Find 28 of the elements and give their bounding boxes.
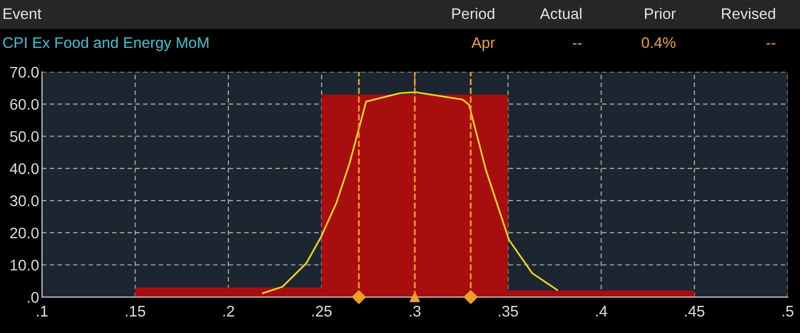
y-tick-label: 30.0 bbox=[10, 195, 39, 206]
text: Revised bbox=[722, 8, 776, 20]
y-tick-label: 10.0 bbox=[10, 260, 39, 271]
line-series bbox=[262, 91, 558, 294]
y-tick-label: 40.0 bbox=[10, 163, 39, 174]
text: Actual bbox=[540, 8, 582, 20]
x-tick-label: .45 bbox=[685, 306, 704, 317]
y-tick-label: 70.0 bbox=[10, 66, 39, 78]
text: 0.4% bbox=[642, 37, 676, 48]
text: Event bbox=[4, 8, 42, 20]
x-tick-label: .4 bbox=[596, 306, 608, 316]
x-tick-label: .2 bbox=[223, 306, 234, 316]
text: Period bbox=[452, 8, 494, 20]
x-tick-label: .25 bbox=[312, 306, 332, 317]
y-tick-label: 60.0 bbox=[10, 98, 39, 110]
text: Prior bbox=[645, 8, 676, 20]
text: -- bbox=[572, 43, 582, 44]
x-tick-label: .3 bbox=[410, 306, 420, 317]
x-tick-label: .35 bbox=[498, 306, 518, 317]
y-tick-label: 20.0 bbox=[10, 228, 39, 238]
x-tick-label: .1 bbox=[37, 306, 48, 316]
y-tick-label: 50.0 bbox=[10, 131, 39, 142]
y-tick-label: .0 bbox=[28, 292, 39, 303]
x-tick-label: .5 bbox=[782, 306, 794, 317]
text: CPI Ex Food and Energy MoM bbox=[3, 36, 208, 52]
x-tick-label: .15 bbox=[126, 306, 146, 317]
text: Apr bbox=[471, 37, 495, 52]
text: -- bbox=[766, 43, 776, 44]
